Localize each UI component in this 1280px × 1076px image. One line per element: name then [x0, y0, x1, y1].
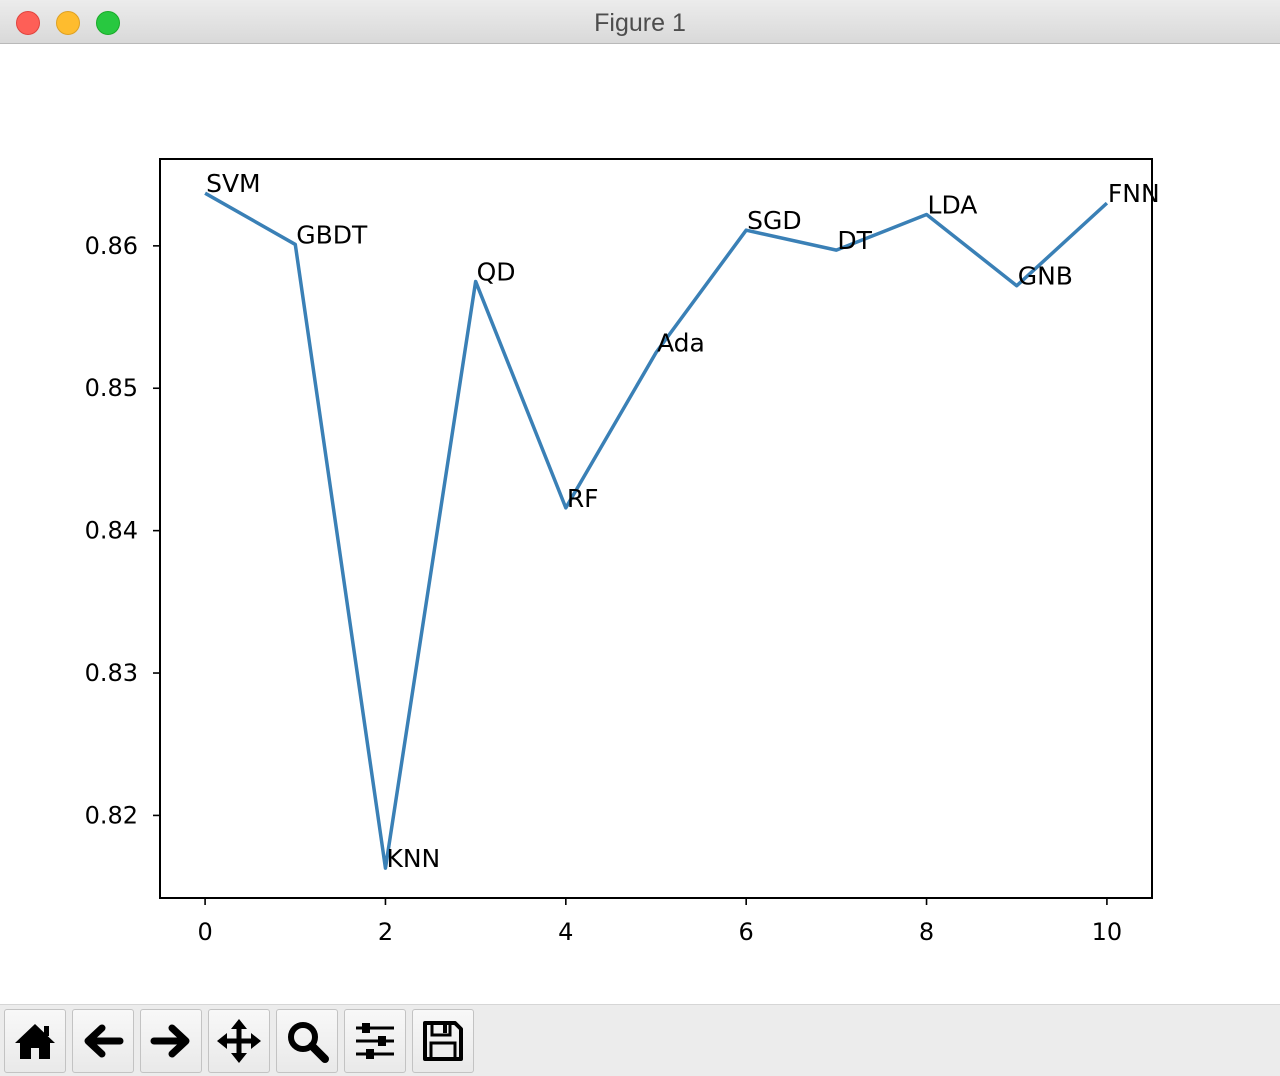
x-tick-label: 4: [558, 918, 573, 946]
x-tick-label: 10: [1092, 918, 1123, 946]
window-title: Figure 1: [594, 9, 686, 37]
back-button[interactable]: [72, 1009, 134, 1073]
close-window-button[interactable]: [16, 11, 40, 35]
x-tick-label: 8: [919, 918, 934, 946]
home-button[interactable]: [4, 1009, 66, 1073]
point-label: SGD: [747, 206, 802, 235]
figure-canvas: 0 2 4 6 8 10 0.82 0.83 0.84 0.85 0.86 SVM GBDT KNN QD…: [0, 44, 1280, 1004]
magnifier-icon: [288, 1022, 329, 1063]
point-label: DT: [837, 226, 872, 255]
point-label: GNB: [1018, 262, 1073, 291]
point-label: LDA: [928, 191, 978, 220]
maximize-window-button[interactable]: [96, 11, 120, 35]
sliders-icon: [356, 1023, 394, 1059]
line-chart: 0 2 4 6 8 10 0.82 0.83 0.84 0.85 0.86 SVM GBDT KNN QD…: [85, 158, 1160, 946]
arrow-right-icon: [150, 1024, 190, 1058]
plot-frame: [159, 158, 1153, 899]
configure-subplots-button[interactable]: [344, 1009, 406, 1073]
point-label: SVM: [206, 169, 261, 198]
y-tick-label: 0.85: [85, 374, 138, 402]
navigation-toolbar: [0, 1004, 1280, 1076]
forward-button[interactable]: [140, 1009, 202, 1073]
y-tick-label: 0.86: [85, 232, 138, 260]
y-tick-label: 0.83: [85, 659, 138, 687]
minimize-window-button[interactable]: [56, 11, 80, 35]
y-tick-label: 0.84: [85, 517, 138, 545]
series-line: [204, 191, 1109, 870]
pan-button[interactable]: [208, 1009, 270, 1073]
point-label: KNN: [386, 844, 440, 873]
point-label: QD: [477, 257, 516, 286]
home-icon: [15, 1024, 55, 1059]
save-button[interactable]: [412, 1009, 474, 1073]
point-label: RF: [567, 484, 599, 513]
x-tick-label: 0: [197, 918, 212, 946]
arrow-left-icon: [84, 1024, 124, 1058]
zoom-button[interactable]: [276, 1009, 338, 1073]
move-icon: [217, 1019, 261, 1063]
x-tick-label: 2: [378, 918, 393, 946]
floppy-disk-icon: [423, 1021, 463, 1061]
point-label: Ada: [657, 329, 705, 358]
window-titlebar: Figure 1: [0, 0, 1280, 44]
point-label: GBDT: [296, 220, 368, 249]
x-tick-label: 6: [739, 918, 754, 946]
y-tick-label: 0.82: [85, 801, 138, 829]
